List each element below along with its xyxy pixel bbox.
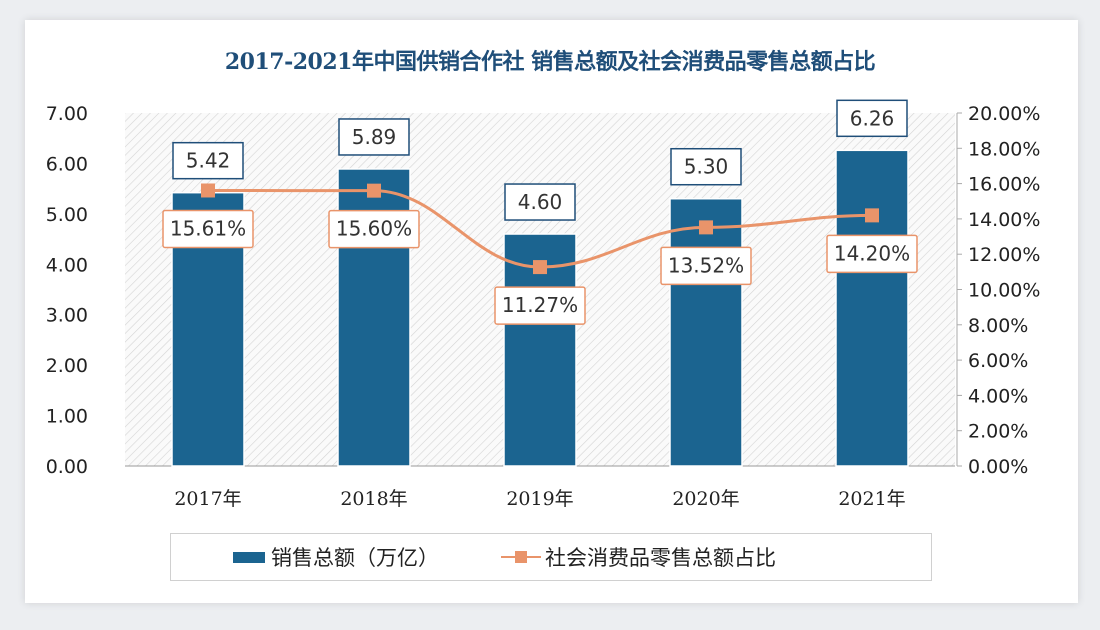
y-right-tick-label: 8.00% [968, 315, 1028, 337]
y-left-tick-label: 1.00 [46, 406, 88, 428]
line-data-label: 11.27% [502, 293, 578, 317]
y-left-tick-label: 3.00 [46, 305, 88, 327]
legend-bar-label: 销售总额（万亿） [271, 546, 439, 570]
bar [835, 149, 909, 467]
line-label-box [162, 209, 254, 249]
bar-data-label: 6.26 [850, 106, 895, 130]
legend-line-label: 社会消费品零售总额占比 [545, 546, 776, 570]
y-left-tick-label: 7.00 [46, 103, 88, 125]
line-data-label: 15.61% [170, 216, 246, 240]
legend-item-bar: 销售总额（万亿） [171, 542, 439, 572]
line-label-box [494, 286, 586, 325]
x-tick-label: 2018年 [340, 488, 407, 510]
bar-data-label: 4.60 [518, 190, 563, 214]
line-marker [367, 183, 381, 198]
y-right-tick-label: 12.00% [968, 244, 1040, 266]
x-tick-label: 2019年 [506, 488, 573, 510]
y-right-tick-label: 10.00% [968, 280, 1040, 302]
line-marker [533, 260, 547, 275]
y-left-tick-label: 0.00 [46, 456, 88, 478]
line-label-box [328, 209, 420, 249]
bar-data-label: 5.30 [684, 155, 729, 179]
y-left-tick-label: 2.00 [46, 355, 88, 377]
y-right-tick-label: 18.00% [968, 138, 1040, 160]
y-right-tick-label: 14.00% [968, 209, 1040, 231]
y-right-tick-label: 0.00% [968, 456, 1028, 478]
line-label-box [826, 234, 918, 274]
line-label-box [660, 246, 752, 286]
bar-label-box [670, 147, 742, 186]
bar [669, 197, 743, 467]
legend-line-swatch [501, 550, 541, 564]
y-right-tick-label: 20.00% [968, 103, 1040, 125]
legend-bar-swatch [233, 551, 265, 563]
bar-label-box [504, 183, 576, 221]
chart-title: 2017-2021年中国供销合作社 销售总额及社会消费品零售总额占比 [224, 49, 876, 75]
x-tick-label: 2020年 [672, 488, 739, 510]
y-left-tick-label: 6.00 [46, 153, 88, 175]
line-data-label: 14.20% [834, 241, 910, 265]
line-data-label: 15.60% [336, 217, 412, 241]
bar-label-box [172, 141, 244, 180]
y-right-tick-label: 2.00% [968, 421, 1028, 443]
legend-item-line: 社会消费品零售总额占比 [439, 542, 776, 572]
line-marker [201, 183, 215, 198]
bar-data-label: 5.89 [352, 125, 397, 149]
line-data-label: 13.52% [668, 253, 744, 277]
line-marker [699, 220, 713, 235]
bar-label-box [338, 118, 410, 156]
y-right-tick-label: 4.00% [968, 385, 1028, 407]
legend: 销售总额（万亿） 社会消费品零售总额占比 [170, 533, 932, 581]
x-tick-label: 2017年 [174, 488, 241, 510]
bar-data-label: 5.42 [186, 149, 231, 173]
y-left-tick-label: 4.00 [46, 254, 88, 276]
y-left-tick-label: 5.00 [46, 204, 88, 226]
line-marker [865, 208, 879, 223]
y-right-tick-label: 6.00% [968, 350, 1028, 372]
bar-label-box [836, 99, 908, 138]
y-right-tick-label: 16.00% [968, 174, 1040, 196]
x-tick-label: 2021年 [838, 488, 905, 510]
